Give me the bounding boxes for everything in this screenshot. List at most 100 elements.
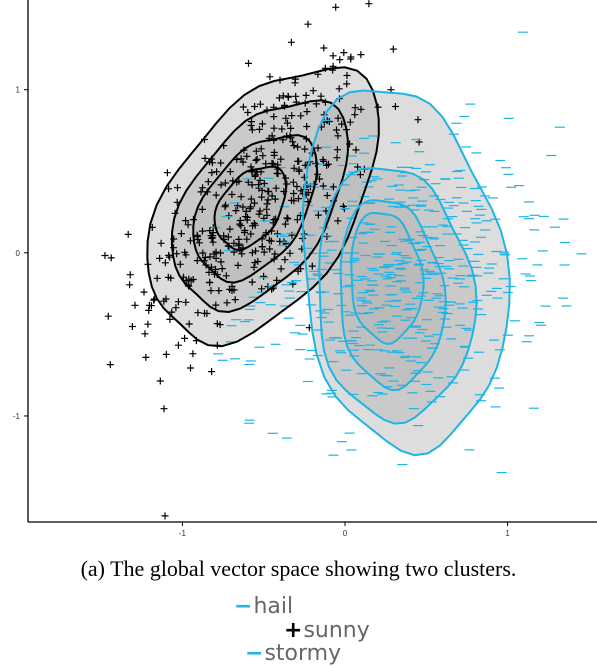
- plus-point: [217, 249, 224, 257]
- plus-point: [199, 227, 206, 235]
- plus-point: [325, 118, 333, 125]
- plus-point: [289, 138, 297, 146]
- plus-point: [356, 171, 364, 179]
- plus-point: [303, 123, 311, 130]
- plus-point: [156, 377, 164, 385]
- plus-point: [212, 254, 220, 262]
- plus-point: [263, 205, 270, 213]
- plus-point: [182, 217, 190, 225]
- plus-point: [284, 119, 291, 127]
- plus-point: [232, 207, 240, 215]
- plus-point: [256, 100, 264, 108]
- plus-point: [199, 249, 207, 257]
- plus-point: [212, 191, 220, 199]
- plus-point: [248, 126, 256, 134]
- plus-point: [334, 217, 342, 225]
- density-contours: [146, 66, 511, 457]
- plus-point: [287, 124, 295, 132]
- plus-point: [343, 72, 351, 79]
- density-contour-line: [213, 165, 288, 252]
- plus-point: [208, 169, 216, 177]
- plus-point: [244, 178, 252, 186]
- plus-point: [297, 265, 305, 273]
- legend-label: stormy: [264, 641, 342, 666]
- plus-point: [247, 195, 255, 203]
- plus-point: [233, 156, 241, 163]
- plus-point: [237, 155, 245, 163]
- plus-point: [206, 253, 214, 261]
- plus-point: [247, 122, 255, 129]
- plus-point: [177, 230, 185, 238]
- plus-point: [347, 55, 355, 63]
- plus-point: [329, 52, 337, 60]
- plus-point: [258, 120, 266, 128]
- plus-point: [270, 216, 278, 224]
- plus-marker-icon: +: [284, 618, 303, 643]
- plus-point: [279, 92, 287, 100]
- plus-point: [354, 163, 362, 171]
- plus-point: [270, 148, 278, 156]
- plus-point: [251, 199, 258, 207]
- plus-point: [218, 265, 226, 273]
- plus-point: [182, 298, 190, 306]
- density-contour-line: [350, 211, 425, 345]
- plus-point: [217, 181, 225, 189]
- plus-point: [252, 156, 260, 164]
- plus-point: [208, 159, 216, 167]
- plus-point: [297, 112, 305, 120]
- plus-point: [245, 59, 252, 67]
- plus-point: [239, 203, 247, 211]
- legend-word-stormy: −stormy: [245, 643, 341, 665]
- plus-point: [144, 320, 152, 328]
- plus-point: [334, 114, 342, 122]
- plus-point: [252, 247, 260, 255]
- plus-point: [160, 405, 168, 413]
- plus-point: [164, 273, 172, 281]
- plus-point: [237, 193, 245, 201]
- plus-point: [258, 193, 266, 201]
- plus-point: [314, 211, 322, 219]
- plus-point: [290, 164, 298, 172]
- plus-point: [156, 254, 164, 262]
- plus-point: [288, 196, 295, 204]
- x-tick-label: 0: [343, 529, 348, 538]
- plus-point: [309, 87, 317, 95]
- plus-point: [263, 211, 271, 219]
- plus-point: [255, 184, 263, 192]
- plus-point: [204, 178, 212, 186]
- plus-point: [131, 301, 139, 309]
- plus-point: [258, 285, 266, 293]
- plus-point: [265, 187, 273, 195]
- plus-point: [174, 341, 182, 349]
- plus-point: [351, 111, 359, 119]
- plus-point: [220, 232, 228, 240]
- plus-point: [213, 168, 221, 176]
- plus-point: [268, 192, 276, 200]
- plus-point: [333, 126, 340, 134]
- plus-point: [295, 195, 302, 203]
- density-contour-line: [318, 167, 478, 425]
- plus-point: [126, 271, 134, 279]
- plus-point: [332, 3, 340, 11]
- plus-point: [284, 215, 292, 223]
- plus-point: [101, 252, 109, 259]
- plus-point: [389, 45, 397, 53]
- plus-point: [186, 237, 194, 245]
- plus-point: [217, 159, 225, 167]
- plus-point: [187, 364, 194, 372]
- plus-point: [333, 146, 341, 154]
- plus-point: [128, 323, 136, 330]
- plus-point: [193, 231, 201, 239]
- plus-point: [264, 196, 272, 204]
- plus-point: [303, 108, 311, 116]
- density-contour-line: [146, 66, 380, 348]
- plus-point: [266, 73, 274, 81]
- plus-point: [271, 250, 279, 258]
- plus-point: [174, 184, 181, 192]
- plus-point: [140, 288, 148, 296]
- plus-point: [323, 233, 331, 240]
- legend-label: sunny: [303, 618, 370, 643]
- plus-point: [292, 92, 300, 100]
- density-contour-line: [339, 199, 447, 392]
- plus-point: [255, 210, 263, 218]
